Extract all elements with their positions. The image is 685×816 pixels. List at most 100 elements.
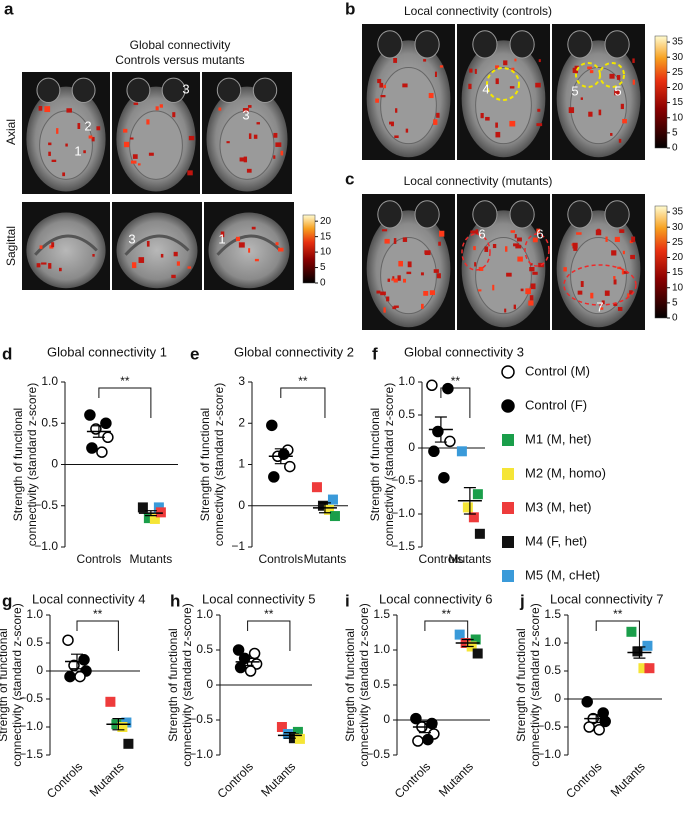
- y-tick-label: 0: [408, 440, 415, 454]
- activation: [402, 83, 408, 88]
- activation: [123, 141, 130, 148]
- activation: [495, 65, 500, 69]
- colorbar-tick-label: 15: [672, 97, 684, 108]
- activation: [379, 82, 384, 88]
- y-axis-label: Strength of functional: [514, 628, 528, 741]
- activation: [220, 231, 225, 238]
- activation: [613, 279, 617, 285]
- activation: [394, 135, 399, 139]
- activation: [48, 151, 51, 156]
- activation: [514, 234, 517, 239]
- y-axis-label: connectivity (standard z-score): [528, 603, 542, 766]
- region-label: 3: [242, 107, 249, 122]
- legend-label: Control (F): [525, 397, 587, 412]
- significance-label: **: [264, 607, 274, 621]
- activation: [376, 290, 381, 294]
- sem-bar: [463, 487, 476, 515]
- y-tick-label: 0: [238, 498, 245, 512]
- activation: [138, 257, 145, 263]
- activation: [398, 260, 403, 267]
- chart-title: Global connectivity 1: [47, 344, 167, 359]
- activation: [439, 230, 445, 237]
- activation: [574, 65, 579, 70]
- panel-letter: d: [2, 344, 12, 363]
- colorbar-tick-label: 35: [672, 207, 684, 218]
- activation: [375, 98, 379, 103]
- activation: [248, 248, 251, 253]
- activation: [273, 132, 278, 138]
- data-point: [428, 445, 440, 458]
- activation: [393, 58, 398, 63]
- activation: [505, 246, 508, 252]
- activation: [433, 119, 438, 125]
- activation: [618, 138, 622, 143]
- activation: [439, 65, 444, 68]
- colorbar: [654, 35, 668, 149]
- activation: [383, 84, 387, 89]
- y-tick-label: −1.0: [34, 539, 58, 553]
- activation: [572, 242, 578, 249]
- region-label: 5: [614, 83, 621, 98]
- activation: [597, 228, 600, 235]
- y-tick-label: 1.5: [544, 607, 561, 621]
- x-tick-label: Mutants: [87, 759, 127, 799]
- activation: [393, 278, 398, 283]
- data-point: [472, 648, 483, 659]
- activation: [580, 97, 583, 100]
- data-point: [292, 726, 303, 737]
- activation: [62, 172, 66, 177]
- colorbar-tick-label: 5: [672, 128, 678, 139]
- activation: [598, 109, 602, 116]
- activation: [160, 253, 164, 258]
- sem-bar: [590, 714, 603, 724]
- highlight: [563, 264, 637, 306]
- activation: [238, 242, 245, 248]
- activation: [609, 73, 615, 79]
- significance-bracket: [424, 620, 469, 651]
- activation: [405, 128, 409, 133]
- activation: [468, 83, 472, 90]
- activation: [631, 236, 636, 243]
- activation: [148, 152, 154, 156]
- activation: [392, 276, 395, 280]
- activation: [568, 107, 575, 114]
- y-tick-label: 1.0: [196, 607, 213, 621]
- eye: [126, 77, 151, 104]
- sem-bar: [144, 510, 157, 517]
- y-tick-label: 2: [238, 415, 245, 429]
- panel-title: Global connectivity: [130, 38, 231, 52]
- colorbar-tick-label: 25: [672, 237, 684, 248]
- chart-title: Global connectivity 3: [404, 344, 524, 359]
- y-axis-label: connectivity (standard z-score): [357, 603, 371, 766]
- activation: [159, 104, 163, 108]
- activation: [619, 229, 625, 233]
- activation: [529, 295, 534, 301]
- activation: [492, 243, 497, 249]
- activation: [532, 237, 538, 243]
- activation: [407, 261, 412, 268]
- data-point: [442, 382, 454, 395]
- data-point: [642, 640, 653, 651]
- significance-label: **: [613, 607, 623, 621]
- colorbar-tick-label: 20: [672, 82, 684, 93]
- y-tick-label: −1: [231, 539, 245, 553]
- highlight: [486, 67, 520, 101]
- data-point: [329, 511, 340, 522]
- activation: [515, 244, 522, 249]
- data-point: [105, 696, 116, 707]
- data-point: [96, 446, 108, 458]
- activation: [580, 281, 584, 287]
- data-point: [632, 646, 643, 657]
- legend-marker: [502, 502, 514, 514]
- activation: [51, 242, 55, 248]
- eye: [509, 200, 535, 229]
- activation: [278, 247, 284, 252]
- sem-bar: [112, 718, 125, 731]
- sem-bar: [283, 732, 296, 739]
- data-point: [234, 661, 247, 674]
- activation: [187, 170, 193, 176]
- activation: [537, 108, 541, 112]
- activation: [280, 150, 284, 156]
- activation: [600, 307, 604, 310]
